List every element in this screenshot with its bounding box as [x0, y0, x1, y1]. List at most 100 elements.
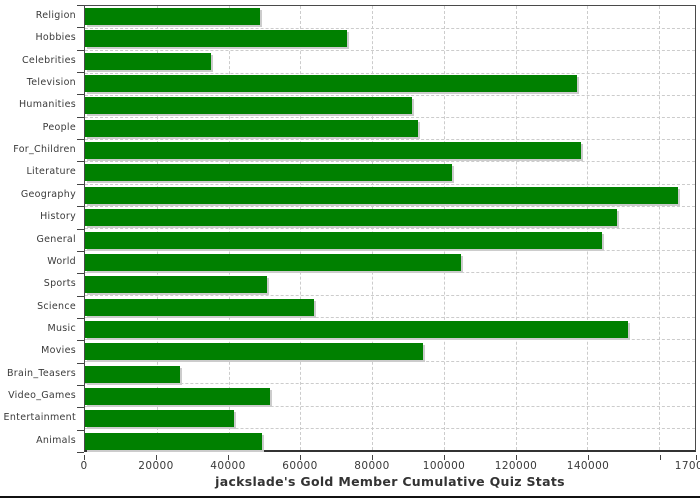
- y-axis-tick: [77, 94, 84, 96]
- bar: [85, 365, 180, 383]
- y-axis-tick: [77, 116, 84, 118]
- x-axis-label: 120000: [494, 460, 538, 472]
- bar: [85, 186, 679, 204]
- y-axis-label: Entertainment: [3, 412, 76, 424]
- bar: [85, 209, 617, 227]
- bar: [85, 119, 418, 137]
- gridline-horizontal: [85, 294, 695, 296]
- bar: [85, 298, 315, 316]
- y-axis-label: Celebrities: [22, 54, 76, 66]
- bar: [85, 97, 412, 115]
- y-axis-label: Humanities: [18, 99, 76, 111]
- bar: [85, 8, 261, 25]
- x-axis-label: 60000: [282, 460, 318, 472]
- y-axis-tick: [77, 295, 84, 297]
- y-axis-label: Religion: [35, 10, 76, 21]
- y-axis-tick: [77, 139, 84, 141]
- bar: [85, 30, 348, 48]
- y-axis-label: General: [36, 233, 76, 245]
- y-axis-tick: [77, 206, 84, 208]
- y-axis-tick: [77, 429, 84, 431]
- gridline-horizontal: [85, 28, 695, 30]
- y-axis-tick: [77, 362, 84, 364]
- y-axis-label: Literature: [26, 166, 76, 178]
- y-axis-label: History: [40, 211, 76, 223]
- y-axis-label: Brain_Teasers: [6, 367, 76, 379]
- bar: [85, 164, 453, 182]
- bar: [85, 343, 423, 361]
- bar: [85, 410, 234, 428]
- y-axis-tick: [77, 384, 84, 386]
- y-axis-label: Television: [26, 77, 76, 89]
- bottom-rule: [0, 496, 700, 498]
- x-axis-tick: [696, 455, 697, 460]
- x-axis-label: 140000: [566, 460, 610, 472]
- y-axis-label: People: [42, 121, 76, 133]
- y-axis-tick: [77, 273, 84, 275]
- gridline-horizontal: [85, 272, 695, 274]
- y-axis-tick: [77, 72, 84, 74]
- gridline-horizontal: [85, 339, 695, 340]
- x-axis-tick: [228, 455, 229, 460]
- y-axis-label: Hobbies: [35, 32, 76, 44]
- gridline-horizontal: [85, 383, 695, 385]
- x-axis-tick: [372, 455, 373, 460]
- y-axis-label: World: [47, 255, 76, 267]
- plot-area: [84, 5, 696, 452]
- gridline-horizontal: [85, 361, 695, 363]
- y-axis-label: Geography: [20, 188, 76, 200]
- y-axis-label: Animals: [36, 434, 76, 446]
- y-axis-tick: [77, 27, 84, 29]
- bar: [85, 75, 577, 93]
- x-axis-label: 40000: [210, 460, 246, 472]
- gridline-horizontal: [85, 72, 695, 74]
- y-axis-label: Movies: [41, 345, 76, 357]
- gridline-horizontal: [85, 183, 695, 185]
- y-axis-label: Video_Games: [8, 389, 76, 401]
- y-axis-label: For_Children: [13, 144, 76, 156]
- bar: [85, 253, 461, 271]
- gridline-horizontal: [85, 250, 695, 252]
- x-axis-label: 170000: [674, 460, 700, 472]
- x-axis-tick: [588, 455, 589, 460]
- gridline-horizontal: [85, 205, 695, 207]
- gridline-horizontal: [85, 427, 695, 429]
- gridline-horizontal: [85, 405, 695, 407]
- x-axis-label: 0: [80, 460, 88, 472]
- y-axis-tick: [77, 183, 84, 185]
- bar: [85, 276, 268, 294]
- gridline-horizontal: [85, 94, 695, 96]
- x-axis-tick: [300, 455, 301, 460]
- x-axis-tick: [660, 455, 661, 460]
- y-axis-tick: [77, 5, 84, 6]
- y-axis-label: Music: [47, 322, 76, 334]
- y-axis-label: Sports: [43, 278, 76, 290]
- bar: [85, 231, 603, 249]
- x-axis-tick: [84, 455, 85, 460]
- gridline-horizontal: [85, 316, 695, 318]
- gridline-horizontal: [85, 117, 695, 118]
- gridline-horizontal: [85, 139, 695, 141]
- gridline-horizontal: [85, 50, 695, 52]
- chart-title: jackslade's Gold Member Cumulative Quiz …: [215, 474, 565, 489]
- bar: [85, 52, 211, 70]
- y-axis-tick: [77, 49, 84, 51]
- bar: [85, 432, 262, 450]
- x-axis-label: 80000: [354, 460, 390, 472]
- y-axis-tick: [77, 228, 84, 230]
- y-axis-tick: [77, 317, 84, 319]
- x-axis-tick: [516, 455, 517, 460]
- y-axis-tick: [77, 407, 84, 409]
- y-axis-tick: [77, 161, 84, 163]
- y-axis-label: Science: [37, 300, 76, 312]
- x-axis-tick: [444, 455, 445, 460]
- bar: [85, 142, 581, 160]
- y-axis-tick: [77, 340, 84, 342]
- bar: [85, 320, 628, 338]
- x-axis-label: 100000: [422, 460, 466, 472]
- x-axis-tick: [156, 455, 157, 460]
- y-axis-tick: [77, 452, 84, 453]
- gridline-horizontal: [85, 228, 695, 229]
- gridline-horizontal: [85, 161, 695, 163]
